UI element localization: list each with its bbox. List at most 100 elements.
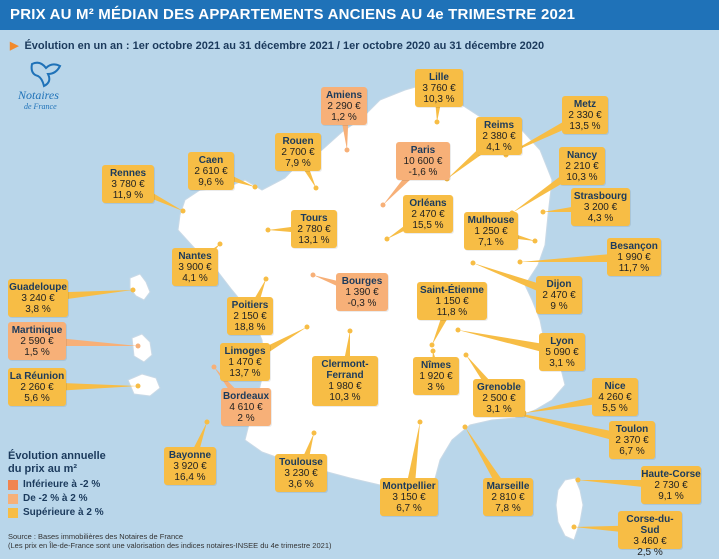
city-change: 2 % — [237, 413, 255, 424]
city-dot-bordeaux — [211, 364, 217, 370]
legend-label: Inférieure à -2 % — [23, 479, 101, 490]
city-label-bayonne: Bayonne 3 920 €16,4 % — [164, 447, 216, 485]
city-price: 1 390 € — [345, 287, 379, 298]
city-name: Reims — [483, 120, 514, 131]
city-change: 4,1 % — [486, 142, 512, 153]
logo-text-de-france: de France — [24, 102, 57, 111]
city-label-rouen: Rouen 2 700 €7,9 % — [275, 133, 321, 171]
city-name: Nîmes — [420, 360, 451, 371]
city-name: Strasbourg — [573, 191, 628, 202]
city-name: Toulon — [615, 424, 649, 435]
city-dot-orl-ans — [384, 236, 390, 242]
source-line1: Source : Bases immobilières des Notaires… — [8, 532, 184, 541]
subtitle: ▶ Évolution en un an : 1er octobre 2021 a… — [10, 39, 544, 52]
header-bar: PRIX AU M² MÉDIAN DES APPARTEMENTS ANCIE… — [0, 0, 719, 30]
city-dot-lille — [434, 119, 440, 125]
city-name: Toulouse — [279, 457, 323, 468]
city-name: Rennes — [109, 168, 147, 179]
city-price: 10 600 € — [403, 156, 443, 167]
city-price: 1 470 € — [228, 357, 262, 368]
city-price: 2 470 € — [411, 209, 445, 220]
city-change: 3,1 % — [549, 358, 575, 369]
city-price: 2 810 € — [491, 492, 525, 503]
city-change: 10,3 % — [423, 94, 455, 105]
city-dot-rouen — [313, 185, 319, 191]
city-price: 1 150 € — [435, 296, 469, 307]
legend-title-line2: du prix au m² — [8, 463, 78, 475]
city-label-lyon: Lyon 5 090 €3,1 % — [539, 333, 585, 371]
city-name: Lyon — [550, 336, 574, 347]
city-dot-amiens — [344, 147, 350, 153]
city-name: Poitiers — [231, 300, 269, 311]
city-price: 3 780 € — [111, 179, 145, 190]
city-name: Bayonne — [168, 450, 212, 461]
city-change: 9,6 % — [198, 177, 224, 188]
city-name: Dijon — [546, 279, 572, 290]
city-dot-clermont-ferrand — [347, 328, 353, 334]
city-price: 4 260 € — [598, 392, 632, 403]
city-change: 2,5 % — [637, 547, 663, 558]
city-label-metz: Metz 2 330 €13,5 % — [562, 96, 608, 134]
legend-swatch-between — [8, 493, 18, 504]
city-dot-dijon — [470, 260, 476, 266]
city-dots — [130, 119, 581, 530]
city-label-amiens: Amiens 2 290 €1,2 % — [321, 87, 367, 125]
city-name: Nantes — [178, 251, 212, 262]
city-label-nice: Nice 4 260 €5,5 % — [592, 378, 638, 416]
city-label-bordeaux: Bordeaux 4 610 €2 % — [221, 388, 271, 426]
city-dot-mulhouse — [532, 238, 538, 244]
city-label-tours: Tours 2 780 €13,1 % — [291, 210, 337, 248]
city-label-rennes: Rennes 3 780 €11,9 % — [102, 165, 154, 203]
city-dot-paris — [380, 202, 386, 208]
legend: Évolution annuelle du prix au m² Inférie… — [8, 450, 106, 518]
city-name: Marseille — [486, 481, 530, 492]
city-name: Paris — [410, 145, 436, 156]
city-change: 18,8 % — [234, 322, 266, 333]
city-change: 13,1 % — [298, 235, 330, 246]
city-name: Limoges — [224, 346, 266, 357]
city-price: 4 610 € — [229, 402, 263, 413]
city-dot-guadeloupe — [130, 287, 136, 293]
legend-label: Supérieure à 2 % — [23, 507, 104, 518]
city-name: La Réunion — [9, 371, 65, 382]
leader-toulon — [496, 409, 634, 445]
city-change: 4,1 % — [182, 273, 208, 284]
reunion-shape — [127, 373, 161, 397]
city-label-la-r-union: La Réunion 2 260 €5,6 % — [8, 368, 66, 406]
city-name: Bourges — [341, 276, 383, 287]
city-change: 11,9 % — [112, 190, 144, 201]
city-change: 11,7 % — [618, 263, 650, 274]
city-price: 2 780 € — [297, 224, 331, 235]
city-name: Besançon — [610, 241, 658, 252]
city-name: Haute-Corse — [641, 469, 701, 480]
city-label-n-mes: Nîmes 1 920 €3 % — [413, 357, 459, 395]
notaires-logo: Notaires de France — [18, 60, 74, 111]
guadeloupe-shape — [129, 273, 151, 301]
city-change: 13,5 % — [569, 121, 601, 132]
city-price: 2 590 € — [20, 336, 54, 347]
leader-lyon — [458, 330, 564, 357]
city-price: 3 150 € — [392, 492, 426, 503]
city-change: 3 % — [427, 382, 445, 393]
city-price: 1 250 € — [474, 226, 508, 237]
city-label-montpellier: Montpellier 3 150 €6,7 % — [380, 478, 438, 516]
city-label-corse-du-sud: Corse-du-Sud 3 460 €2,5 % — [618, 511, 682, 558]
city-dot-poitiers — [263, 276, 269, 282]
city-price: 3 900 € — [178, 262, 212, 273]
city-dot-bayonne — [204, 419, 210, 425]
corsica-shape — [555, 477, 584, 541]
city-name: Orléans — [409, 198, 447, 209]
city-price: 3 200 € — [583, 202, 618, 213]
city-price: 2 150 € — [233, 311, 267, 322]
legend-swatch-above-2 — [8, 507, 18, 518]
source-note: Source : Bases immobilières des Notaires… — [8, 532, 332, 550]
legend-title-line1: Évolution annuelle — [8, 450, 106, 462]
city-label-grenoble: Grenoble 2 500 €3,1 % — [473, 379, 525, 417]
city-price: 5 090 € — [545, 347, 579, 358]
city-price: 2 500 € — [482, 393, 516, 404]
city-dot-montpellier — [417, 419, 423, 425]
city-change: 7,8 % — [495, 503, 521, 514]
city-price: 2 380 € — [482, 131, 516, 142]
city-change: -1,6 % — [408, 167, 438, 178]
city-dot-la-r-union — [135, 383, 141, 389]
